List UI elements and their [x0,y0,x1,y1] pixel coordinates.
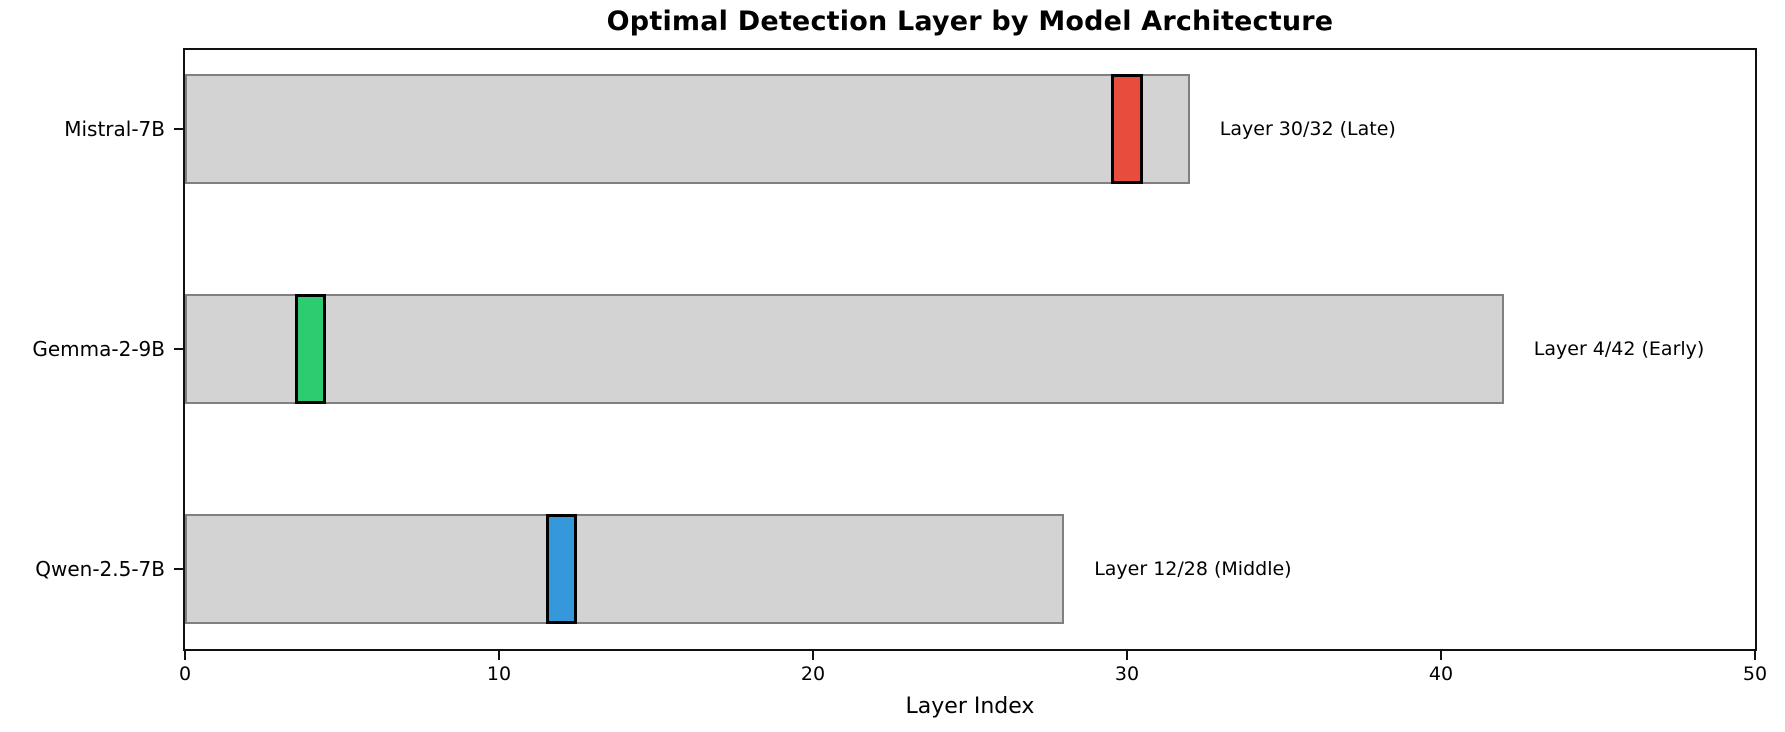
model-bar-Mistral-7B [185,74,1190,184]
x-tick-mark [1754,651,1756,660]
x-tick-label-20: 20 [800,663,826,685]
x-tick-label-50: 50 [1742,663,1768,685]
optimal-layer-marker-Qwen-2.5-7B [546,514,578,624]
y-tick-label-Qwen-2.5-7B: Qwen-2.5-7B [35,557,165,581]
x-tick-label-0: 0 [178,663,192,685]
y-tick-mark [174,348,183,350]
x-tick-mark [1126,651,1128,660]
chart-title: Optimal Detection Layer by Model Archite… [606,6,1334,37]
bar-annotation-Gemma-2-9B: Layer 4/42 (Early) [1533,338,1705,360]
optimal-layer-marker-Gemma-2-9B [294,294,327,404]
x-tick-mark [812,651,814,660]
x-axis-title: Layer Index [905,694,1035,719]
bar-annotation-Qwen-2.5-7B: Layer 12/28 (Middle) [1094,558,1292,580]
x-tick-mark [184,651,186,660]
model-bar-Gemma-2-9B [185,294,1504,404]
y-tick-label-Gemma-2-9B: Gemma-2-9B [32,337,165,361]
plot-area: Layer 30/32 (Late) Layer 4/42 (Early) Laye… [183,48,1757,651]
optimal-layer-marker-Mistral-7B [1111,74,1143,184]
y-tick-mark [174,128,183,130]
x-tick-mark [1440,651,1442,660]
model-bar-Qwen-2.5-7B [185,514,1065,624]
x-tick-mark [498,651,500,660]
bar-annotation-Mistral-7B: Layer 30/32 (Late) [1219,118,1396,140]
y-tick-mark [174,568,183,570]
y-tick-label-Mistral-7B: Mistral-7B [64,117,165,141]
x-tick-label-30: 30 [1114,663,1140,685]
x-tick-label-10: 10 [486,663,512,685]
x-tick-label-40: 40 [1428,663,1454,685]
